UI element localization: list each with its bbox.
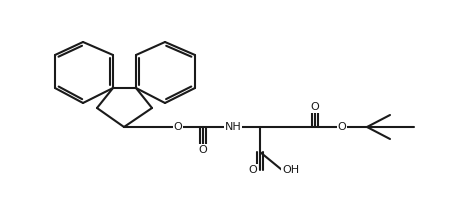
Text: O: O [199, 145, 207, 155]
Text: O: O [248, 165, 257, 175]
Text: OH: OH [282, 165, 299, 175]
Text: O: O [338, 122, 347, 132]
Text: O: O [310, 102, 319, 112]
Text: O: O [174, 122, 182, 132]
Text: NH: NH [225, 122, 242, 132]
